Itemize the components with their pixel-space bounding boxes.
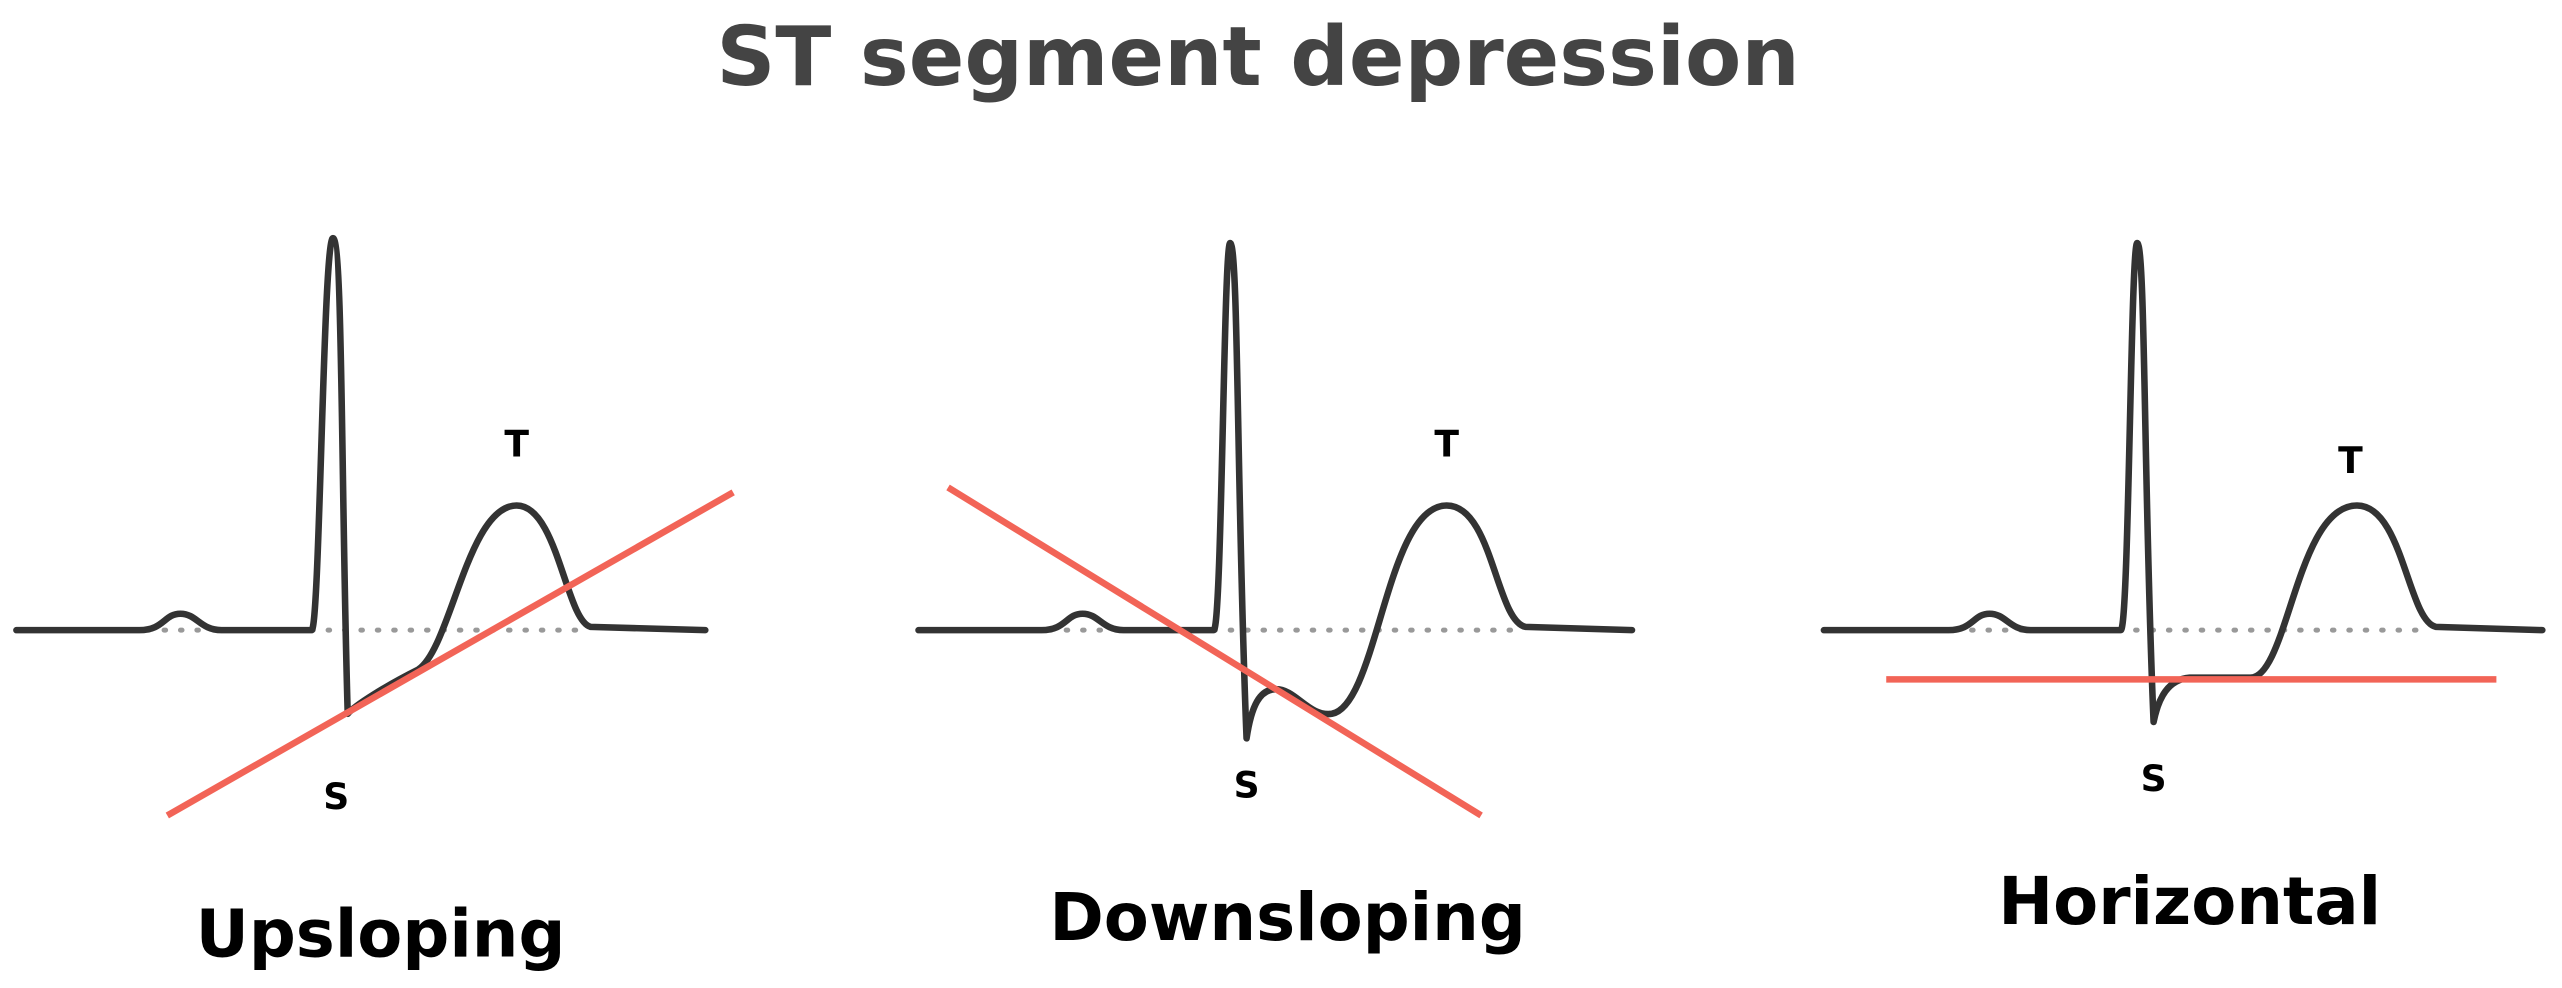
s-label: S [323, 776, 349, 818]
panel-horizontal: S T Horizontal [1820, 239, 2546, 940]
ecg-trace [1820, 239, 2546, 726]
panel-label: Downsloping [1049, 880, 1525, 956]
st-line [165, 489, 735, 819]
panel-label: Upsloping [196, 897, 566, 973]
ecg-trace [13, 234, 709, 718]
s-label: S [1234, 765, 1260, 807]
title: ST segment depression [716, 10, 1799, 105]
t-label: T [504, 423, 529, 465]
t-label: T [2338, 440, 2363, 482]
ecg-trace [915, 239, 1636, 742]
st-line [946, 484, 1483, 819]
panel-label: Horizontal [1998, 864, 2381, 940]
panel-downsloping: S T Downsloping [915, 239, 1636, 956]
panel-upsloping: S T Upsloping [13, 234, 735, 973]
t-label: T [1434, 423, 1459, 465]
s-label: S [2141, 758, 2167, 800]
